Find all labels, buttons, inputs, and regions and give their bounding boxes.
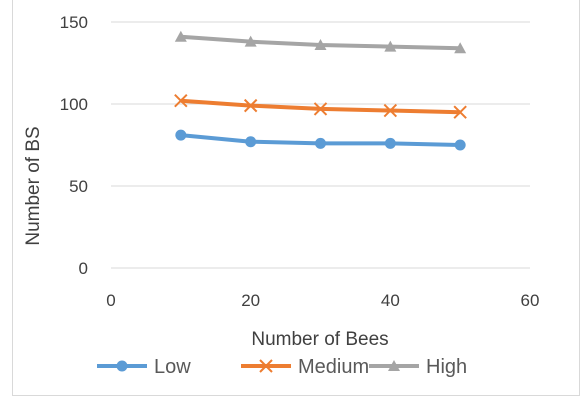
- data-point-high: [314, 38, 327, 50]
- legend-marker-medium: [259, 359, 273, 373]
- data-point-low: [245, 136, 257, 148]
- series-high: [174, 30, 467, 54]
- data-point-medium: [313, 102, 328, 116]
- data-point-high: [384, 40, 397, 52]
- legend: Low Medium High: [97, 356, 467, 378]
- data-point-low: [315, 137, 326, 149]
- data-point-medium: [243, 98, 258, 113]
- data-point-high: [244, 35, 257, 47]
- x-tick-label: 60: [521, 291, 540, 310]
- legend-label-low: Low: [154, 356, 191, 378]
- y-tick-label: 50: [69, 177, 88, 196]
- data-point-medium-stroke: [383, 103, 398, 118]
- data-point-medium-stroke: [453, 105, 467, 119]
- legend-label-medium: Medium: [298, 356, 369, 378]
- legend-label-high: High: [426, 356, 467, 378]
- y-tick-label: 0: [79, 259, 88, 278]
- data-point-high: [454, 42, 467, 54]
- x-tick-label: 40: [381, 291, 400, 310]
- data-point-medium: [174, 94, 188, 108]
- legend-marker-low: [116, 360, 128, 372]
- gridlines: [111, 21, 530, 269]
- series-low: [175, 129, 466, 151]
- x-axis-title: Number of Bees: [251, 329, 388, 350]
- data-point-low: [175, 129, 187, 141]
- data-point-low: [454, 139, 466, 151]
- data-point-medium-stroke: [313, 102, 328, 116]
- x-axis-ticks: 0 20 40 60: [106, 291, 539, 310]
- data-point-medium-stroke: [243, 98, 258, 113]
- data-point-medium-stroke: [174, 94, 188, 108]
- legend-marker-high: [388, 360, 400, 371]
- data-point-medium: [383, 103, 398, 118]
- data-point-high: [174, 30, 187, 42]
- series-group: [174, 30, 467, 151]
- legend-item-low: Low: [97, 356, 191, 378]
- y-axis-title: Number of BS: [23, 126, 44, 245]
- x-tick-label: 20: [241, 291, 260, 310]
- y-tick-label: 100: [60, 95, 88, 114]
- y-tick-label: 150: [60, 13, 88, 32]
- data-point-medium: [453, 105, 467, 119]
- legend-marker-medium-stroke: [259, 359, 273, 373]
- chart-frame: [12, 0, 580, 396]
- legend-item-medium: Medium: [241, 356, 369, 378]
- y-axis-ticks: 0 50 100 150: [60, 13, 88, 278]
- x-tick-label: 0: [106, 291, 115, 310]
- series-line-medium: [180, 98, 461, 115]
- legend-item-high: High: [369, 356, 467, 378]
- data-point-low: [384, 137, 396, 149]
- series-medium: [174, 94, 467, 119]
